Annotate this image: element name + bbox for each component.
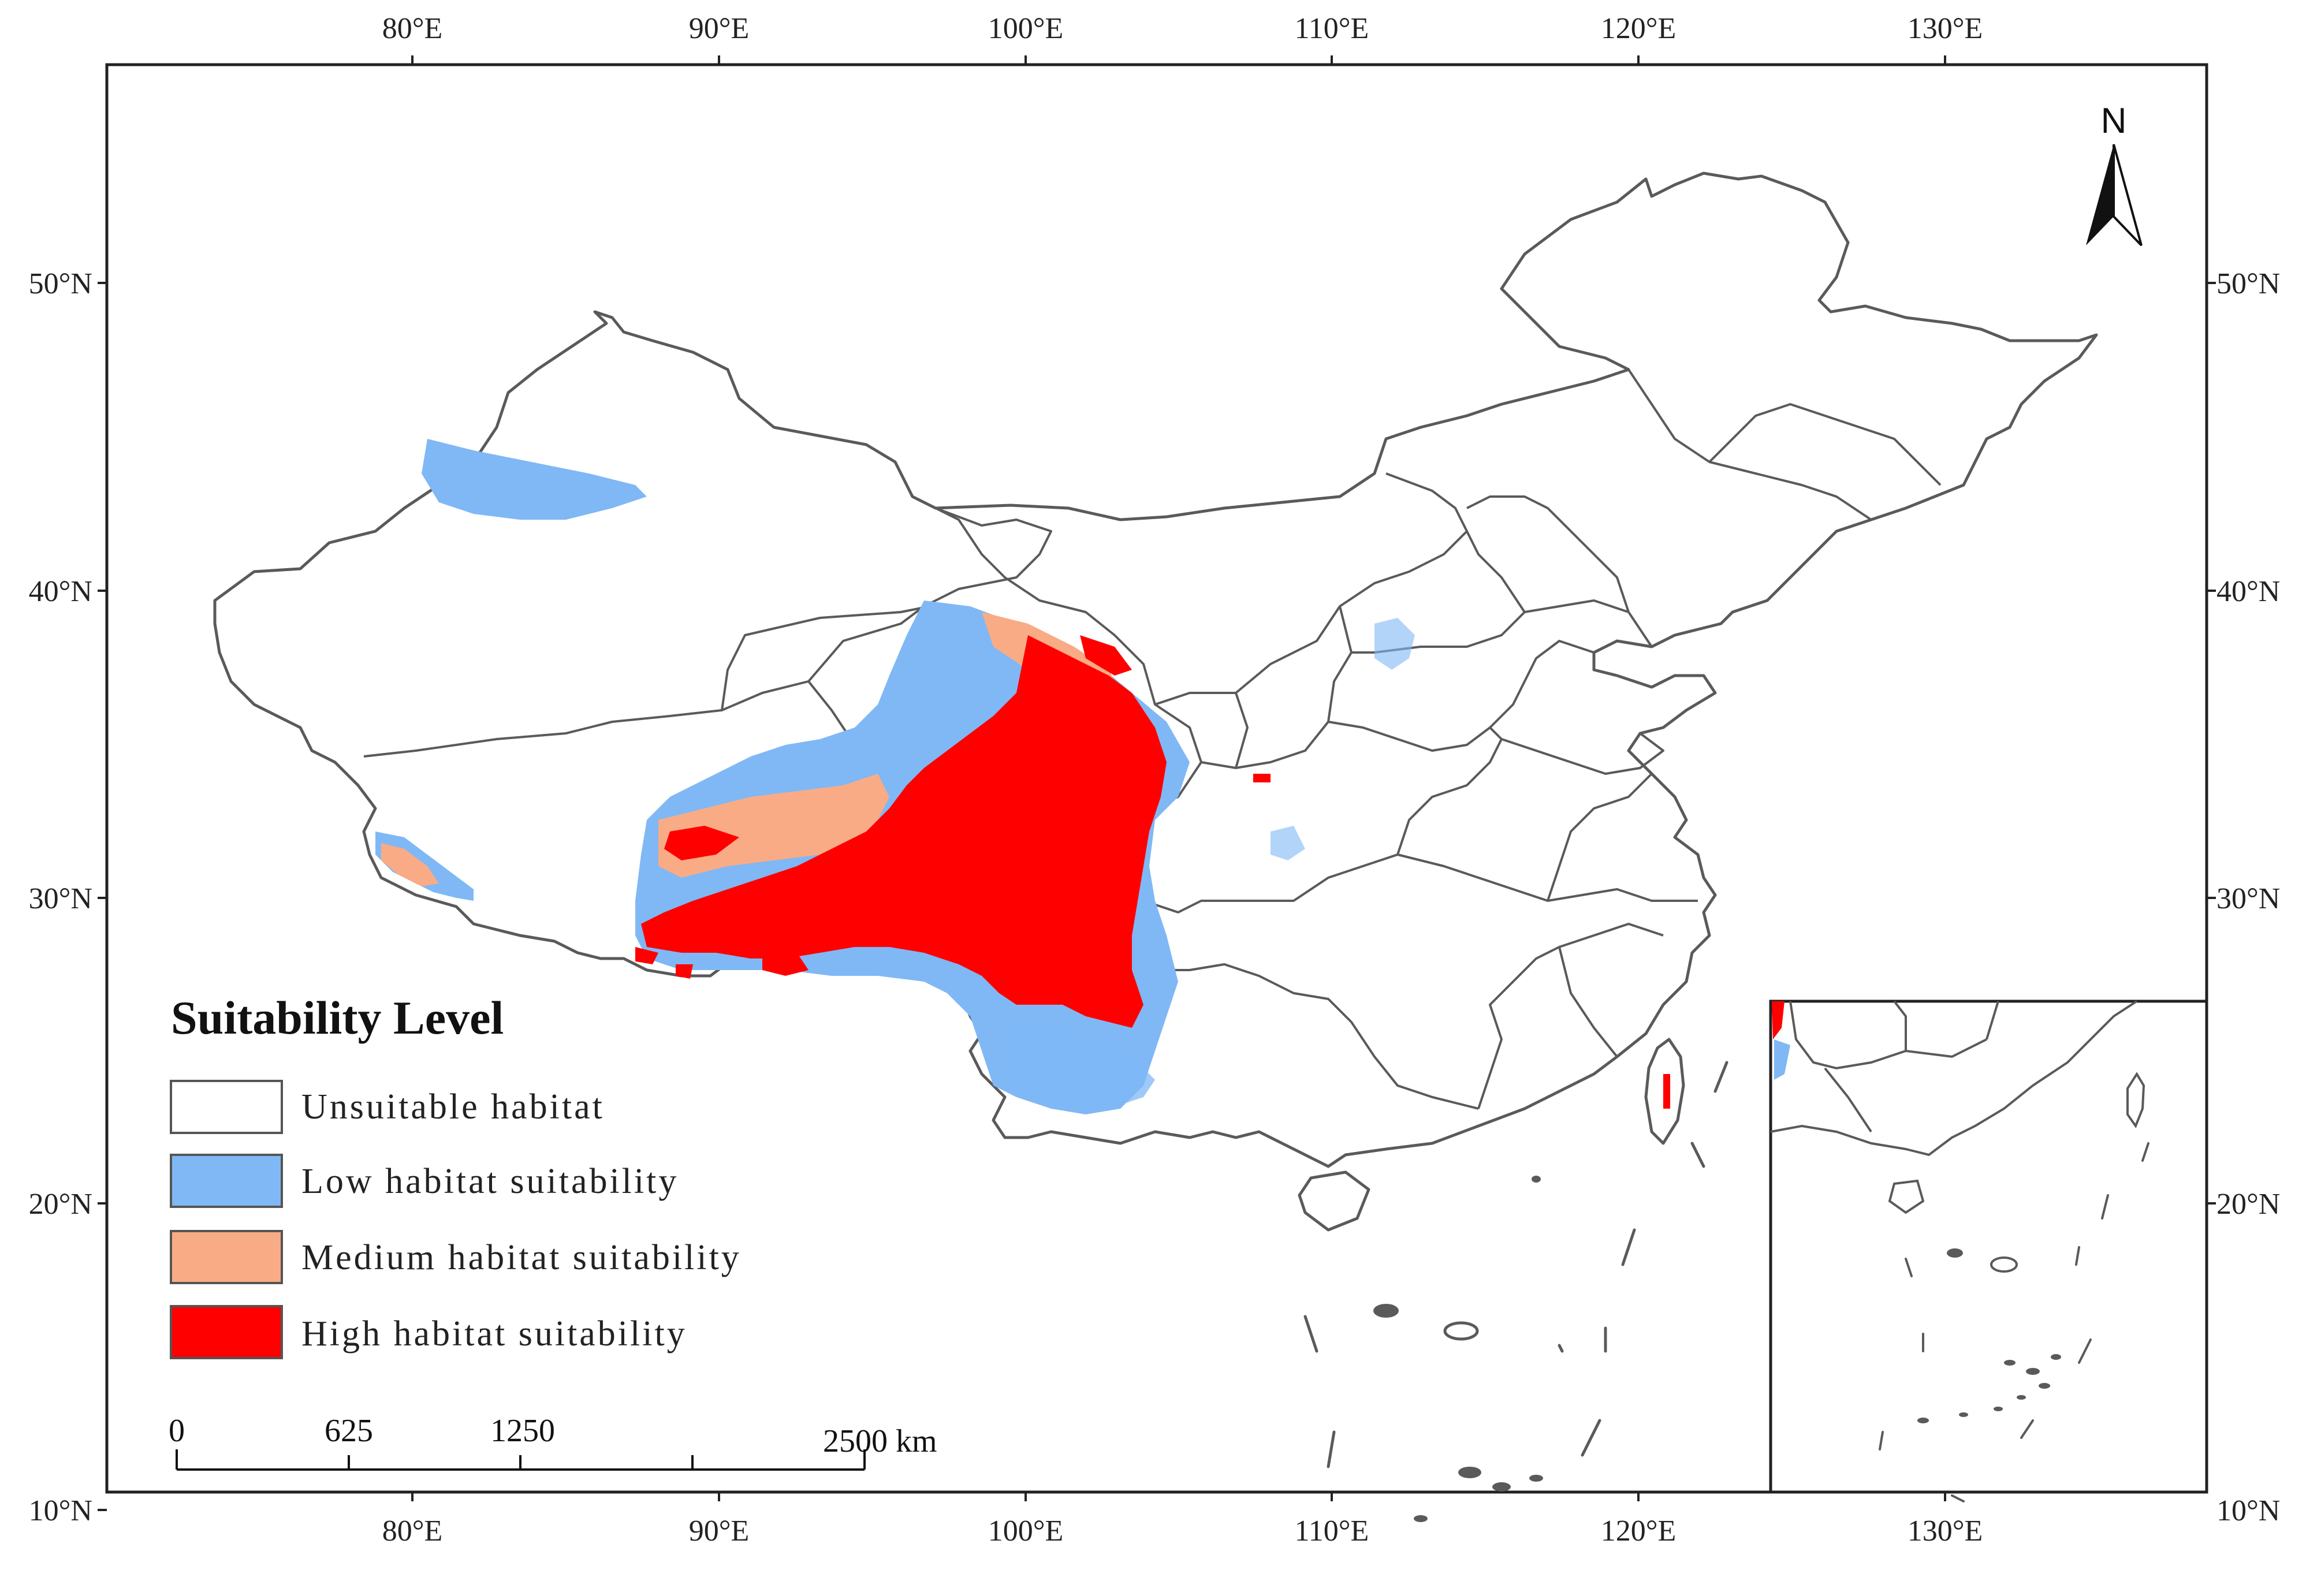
low-suitability-patch: [1005, 1022, 1155, 1109]
scale-bar: 0 625 1250 2500 km: [169, 1413, 937, 1471]
island: [1458, 1467, 1481, 1478]
legend-swatch-high: [170, 1305, 283, 1359]
inset-map: [1769, 1000, 2208, 1502]
island: [2051, 1354, 2061, 1360]
inset-taiwan: [2126, 1072, 2145, 1129]
lat-label-right: 10°N: [2216, 1494, 2280, 1527]
lon-label-top: 130°E: [1908, 12, 1983, 45]
high-suitability-patch: [635, 947, 658, 964]
lat-labels-right: 50°N 40°N 30°N 20°N 10°N: [2216, 267, 2280, 1527]
island: [1959, 1412, 1968, 1417]
island: [1373, 1304, 1399, 1318]
lat-label-left: 20°N: [29, 1188, 92, 1221]
north-arrow-right-half: [2113, 144, 2143, 247]
scale-label: 2500 km: [823, 1423, 937, 1459]
north-arrow-left-half: [2086, 144, 2114, 245]
inset-islands: [1917, 1248, 2061, 1423]
lon-label-bottom: 80°E: [382, 1515, 443, 1547]
high-suitability-patch: [1253, 774, 1271, 782]
habitat-high: [635, 635, 1670, 1109]
legend-label-high: High habitat suitability: [301, 1314, 687, 1353]
scale-bar-line: [176, 1449, 866, 1471]
island: [2026, 1368, 2040, 1375]
north-label: N: [2101, 101, 2127, 141]
island: [1947, 1248, 1963, 1258]
lon-label-top: 120°E: [1601, 12, 1677, 45]
island: [1532, 1176, 1541, 1183]
lat-label-right: 30°N: [2216, 882, 2280, 915]
legend-label-medium: Medium habitat suitability: [301, 1238, 742, 1277]
island: [2039, 1383, 2050, 1389]
legend-swatch-medium: [170, 1230, 283, 1284]
lat-label-left: 10°N: [29, 1494, 92, 1527]
inset-frame: [1769, 1000, 2208, 1494]
legend-swatch-unsuitable: [170, 1080, 283, 1134]
scale-label: 1250: [490, 1413, 555, 1449]
lon-label-top: 90°E: [689, 12, 750, 45]
island: [1443, 1321, 1479, 1341]
lon-label-top: 100°E: [988, 12, 1064, 45]
island: [2017, 1395, 2026, 1400]
inset-coastline: [1770, 1000, 2138, 1157]
inset-dash-lines: [1879, 1142, 2149, 1502]
low-suitability-patch: [422, 439, 647, 520]
island: [2004, 1360, 2016, 1366]
lat-label-left: 40°N: [29, 575, 92, 608]
legend: Suitability Level Unsuitable habitat Low…: [170, 991, 742, 1359]
legend-swatch-low: [170, 1154, 283, 1208]
high-suitability-patch: [1663, 1074, 1670, 1109]
south-china-sea-islands: [1373, 1176, 1543, 1522]
high-suitability-patch: [664, 826, 739, 860]
lat-label-left: 30°N: [29, 882, 92, 915]
lon-label-bottom: 110°E: [1295, 1515, 1369, 1547]
inset-province-borders: [1789, 1000, 1999, 1133]
high-suitability-patch: [641, 635, 1167, 1028]
island: [1492, 1482, 1511, 1491]
high-suitability-patch: [1080, 635, 1132, 676]
low-suitability-patch: [1374, 618, 1415, 670]
north-arrow-icon: N: [2086, 101, 2143, 247]
inset-high-suitability-patch: [1772, 1001, 1785, 1039]
medium-suitability-patch: [381, 843, 439, 886]
lon-label-bottom: 120°E: [1601, 1515, 1677, 1547]
hainan-outline: [1298, 1170, 1370, 1232]
lat-labels-left: 50°N 40°N 30°N 20°N 10°N: [29, 267, 92, 1527]
low-suitability-patch: [1271, 826, 1305, 860]
legend-label-unsuitable: Unsuitable habitat: [301, 1087, 605, 1127]
scale-label: 0: [169, 1413, 185, 1449]
high-suitability-patch: [762, 953, 809, 976]
lon-label-bottom: 90°E: [689, 1515, 750, 1547]
lon-label-bottom: 100°E: [988, 1515, 1064, 1547]
lon-labels-top: 80°E 90°E 100°E 110°E 120°E 130°E: [382, 12, 1983, 45]
legend-title: Suitability Level: [171, 991, 504, 1044]
lat-label-right: 20°N: [2216, 1188, 2280, 1221]
graticule-ticks: [98, 55, 2216, 1511]
lon-label-top: 80°E: [382, 12, 443, 45]
lon-label-top: 110°E: [1295, 12, 1369, 45]
island: [1917, 1418, 1929, 1423]
scale-label: 625: [325, 1413, 373, 1449]
lat-label-right: 50°N: [2216, 267, 2280, 300]
inset-low-suitability-patch: [1774, 1039, 1790, 1080]
island: [1529, 1475, 1543, 1482]
inset-hainan: [1888, 1179, 1925, 1214]
lat-label-right: 40°N: [2216, 575, 2280, 608]
island: [1994, 1407, 2003, 1411]
island: [1414, 1515, 1428, 1522]
island: [1990, 1256, 2018, 1273]
high-suitability-patch: [676, 964, 693, 979]
south-china-sea-lines: [1303, 1061, 1728, 1468]
lon-label-bottom: 130°E: [1908, 1515, 1983, 1547]
lon-labels-bottom: 80°E 90°E 100°E 110°E 120°E 130°E: [382, 1515, 1983, 1547]
lat-label-left: 50°N: [29, 267, 92, 300]
legend-label-low: Low habitat suitability: [301, 1162, 679, 1201]
